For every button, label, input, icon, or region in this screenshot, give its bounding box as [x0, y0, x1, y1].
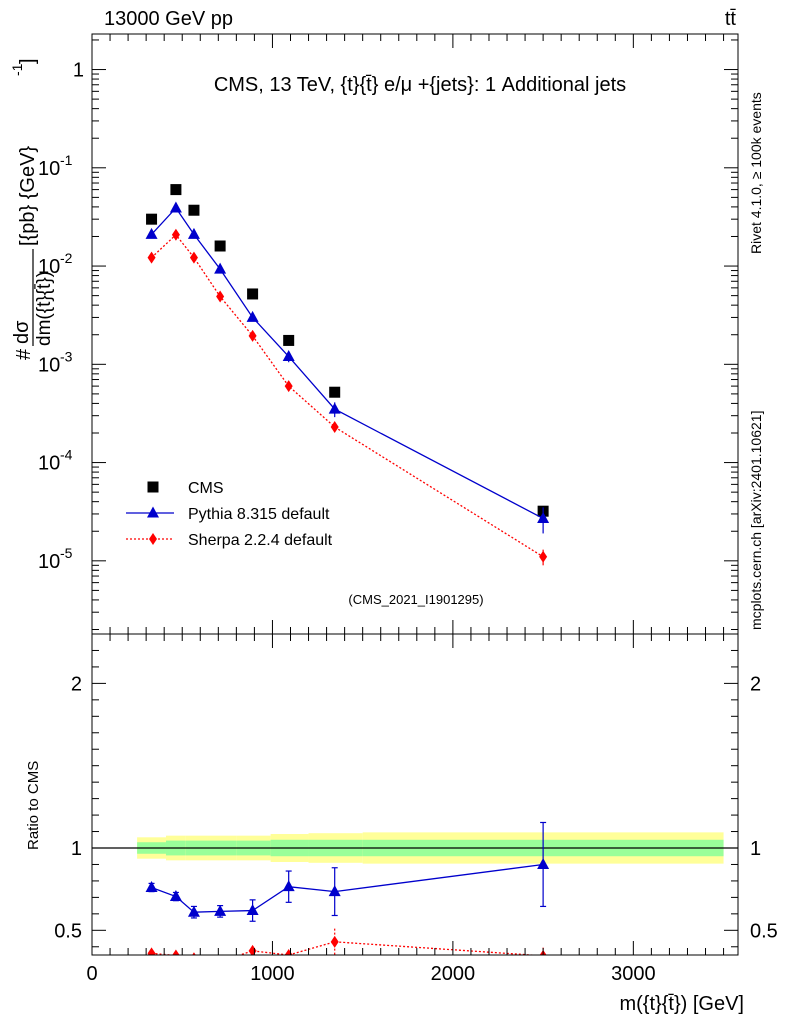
main-point-pythia	[187, 227, 200, 239]
ratio-series-line-sherpa	[151, 941, 541, 955]
main-point-cms	[283, 334, 295, 346]
ylabel-denominator: dm({t}{t̄})	[34, 271, 55, 346]
ratio-point-pythia	[246, 904, 259, 916]
ratio-y-tick-label-right: 0.5	[750, 920, 778, 942]
main-y-tick-label: 1	[73, 60, 84, 82]
main-y-tick-label: 10	[38, 453, 60, 475]
main-point-pythia	[537, 511, 550, 523]
x-tick-label: 1000	[250, 963, 295, 985]
ratio-point-sherpa	[172, 949, 180, 955]
main-point-sherpa	[248, 329, 257, 342]
ratio-y-tick-label-right: 2	[750, 673, 761, 695]
main-point-sherpa	[171, 228, 180, 241]
main-y-tick-label: 10	[38, 551, 60, 573]
main-point-sherpa	[284, 380, 293, 393]
legend-label: Pythia 8.315 default	[188, 506, 330, 523]
rivet-label: Rivet 4.1.0, ≥ 100k events	[748, 92, 764, 254]
ratio-point-sherpa	[330, 935, 339, 948]
main-point-cms	[146, 213, 158, 225]
main-y-axis-label: # dσ dm({t}{t̄}) [{pb} {GeV} -1 ]	[9, 58, 55, 360]
legend-marker	[147, 506, 159, 518]
legend-label: CMS	[188, 480, 224, 497]
ratio-point-pythia	[187, 905, 200, 917]
main-y-tick-exponent: -3	[60, 348, 73, 364]
ratio-point-sherpa	[192, 952, 196, 955]
x-tick-label: 2000	[431, 963, 476, 985]
main-point-pythia	[214, 262, 227, 274]
ratio-y-tick-label: 1	[71, 838, 82, 860]
ratio-point-pythia	[282, 880, 295, 892]
ratio-point-pythia	[145, 881, 158, 893]
ratio-point-sherpa	[216, 956, 224, 968]
ratio-point-pythia	[214, 904, 227, 916]
ratio-plot-area	[92, 821, 738, 968]
legend-label: Sherpa 2.2.4 default	[188, 532, 333, 549]
main-y-tick-label: 10	[38, 158, 60, 180]
main-point-sherpa	[330, 421, 339, 434]
main-series-line-sherpa	[151, 233, 544, 558]
ratio-point-pythia	[328, 885, 341, 897]
main-point-pythia	[169, 201, 182, 213]
mcplots-label: mcplots.cern.ch [arXiv:2401.10621]	[748, 411, 764, 630]
main-point-cms	[247, 288, 259, 300]
main-point-sherpa	[189, 251, 198, 264]
ratio-y-axis-label: Ratio to CMS	[25, 761, 42, 850]
main-point-pythia	[328, 402, 341, 414]
ylabel-numerator: dσ	[11, 320, 33, 344]
ylabel-exponent: -1	[9, 63, 25, 76]
ratio-series-line-pythia	[151, 863, 544, 913]
x-axis-label: m({t}{t̄}) [GeV]	[619, 993, 744, 1015]
ratio-point-pythia	[537, 857, 550, 869]
ratio-y-tick-label: 2	[71, 673, 82, 695]
analysis-id: (CMS_2021_I1901295)	[348, 592, 483, 607]
main-point-cms	[329, 386, 341, 398]
main-series-line-pythia	[151, 206, 544, 520]
main-point-sherpa	[539, 550, 548, 563]
ratio-frame	[91, 633, 739, 956]
ylabel-prefix: #	[13, 348, 35, 360]
x-tick-label: 3000	[611, 963, 656, 985]
legend-marker	[147, 481, 159, 493]
header-left: 13000 GeV pp	[104, 8, 233, 30]
main-point-sherpa	[147, 251, 156, 264]
main-plot-area	[145, 184, 550, 566]
main-title: CMS, 13 TeV, {t}{t̄} e/μ +{jets}: 1 Addi…	[214, 74, 626, 96]
x-tick-label: 0	[86, 963, 97, 985]
ratio-y-tick-label-right: 1	[750, 838, 761, 860]
main-point-sherpa	[216, 290, 225, 303]
ratio-point-pythia	[169, 890, 182, 902]
main-point-cms	[188, 204, 200, 216]
main-point-pythia	[246, 310, 259, 322]
legend-marker	[149, 533, 157, 545]
ylabel-close: ]	[17, 58, 39, 64]
legend: CMS Pythia 8.315 default Sherpa 2.2.4 defa…	[126, 480, 333, 549]
main-point-pythia	[282, 350, 295, 362]
main-y-tick-exponent: -1	[60, 152, 73, 168]
header-right: tt̄	[725, 8, 737, 30]
main-y-tick-exponent: -2	[60, 250, 73, 266]
main-y-tick-exponent: -4	[60, 447, 73, 463]
main-y-tick-label: 10	[38, 354, 60, 376]
main-y-tick-exponent: -5	[60, 545, 73, 561]
ylabel-suffix: [{pb} {GeV}	[17, 146, 39, 246]
ratio-y-tick-label: 0.5	[54, 920, 82, 942]
main-point-cms	[170, 184, 182, 196]
main-point-pythia	[145, 227, 158, 239]
main-y-tick-label: 10	[38, 256, 60, 278]
main-point-cms	[214, 240, 226, 252]
ratio-point-sherpa	[147, 947, 156, 955]
